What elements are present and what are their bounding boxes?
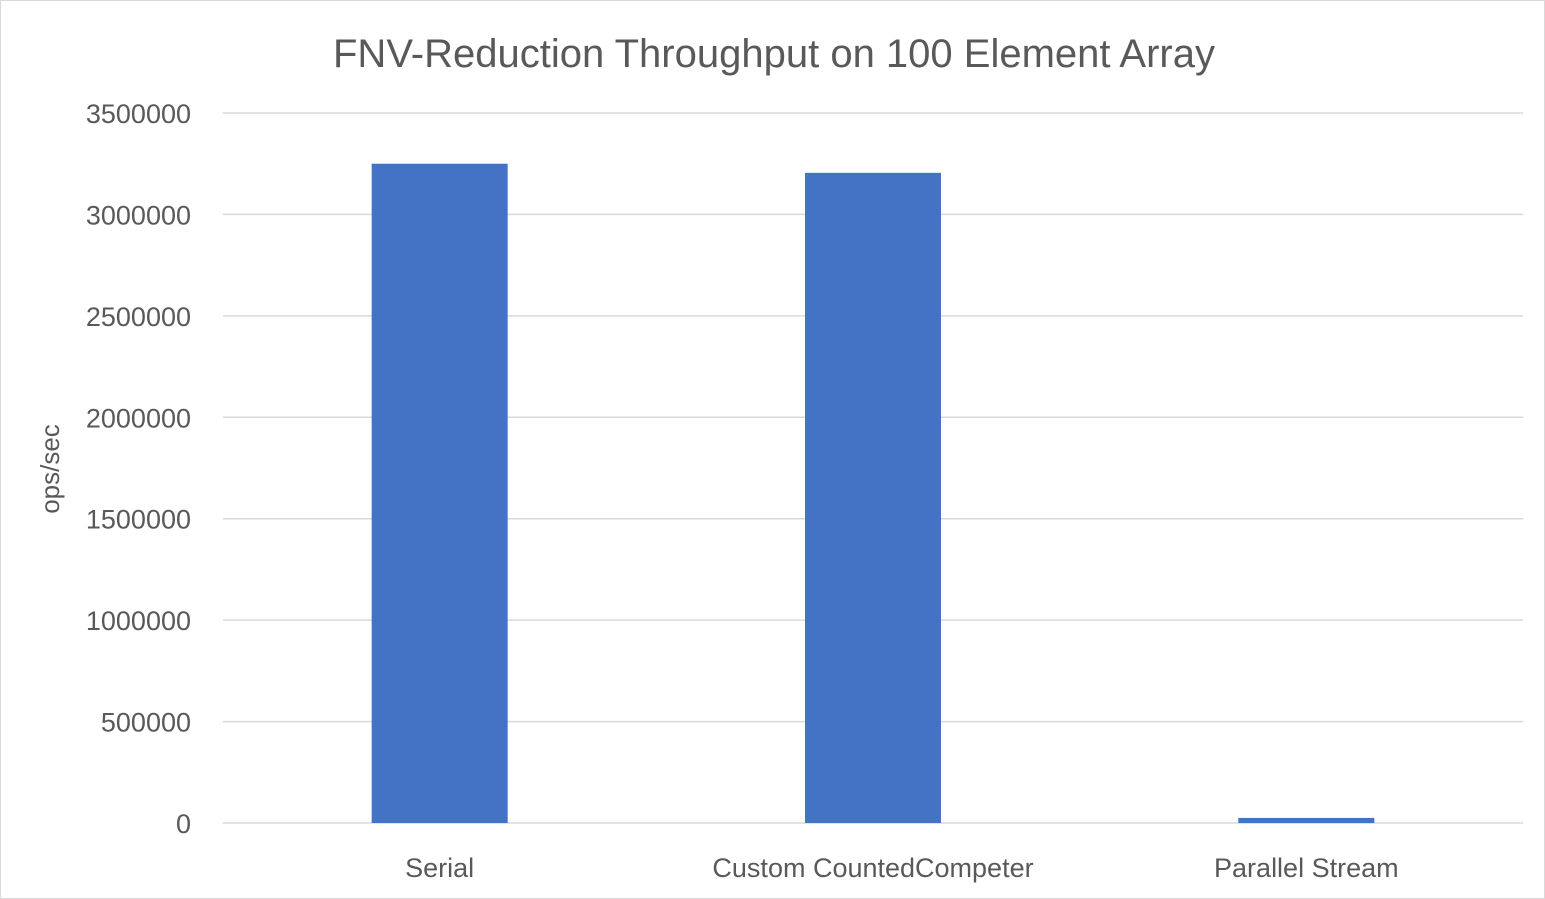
y-tick-label: 1500000 [86, 505, 191, 535]
y-tick-label: 2500000 [86, 302, 191, 332]
y-tick-label: 2000000 [86, 403, 191, 433]
y-tick-label: 0 [176, 809, 191, 839]
bar-custom-countedcompeter [805, 172, 941, 824]
bar-parallel-stream [1238, 817, 1375, 823]
x-tick-labels: Serial Custom CountedCompeter Parallel Str… [405, 853, 1398, 883]
y-tick-label: 3500000 [86, 99, 191, 129]
y-tick-label: 500000 [101, 708, 191, 738]
chart-title: FNV-Reduction Throughput on 100 Element … [333, 32, 1215, 76]
y-tick-labels: 0 500000 1000000 1500000 2000000 2500000 30000… [86, 99, 191, 839]
y-tick-label: 3000000 [86, 200, 191, 230]
bars [371, 163, 1375, 824]
x-tick-label: Serial [405, 853, 474, 883]
y-axis-label: ops/sec [35, 424, 65, 514]
bar-serial [371, 163, 508, 823]
x-tick-label: Custom CountedCompeter [712, 853, 1033, 883]
y-tick-label: 1000000 [86, 606, 191, 636]
x-tick-label: Parallel Stream [1214, 853, 1399, 883]
